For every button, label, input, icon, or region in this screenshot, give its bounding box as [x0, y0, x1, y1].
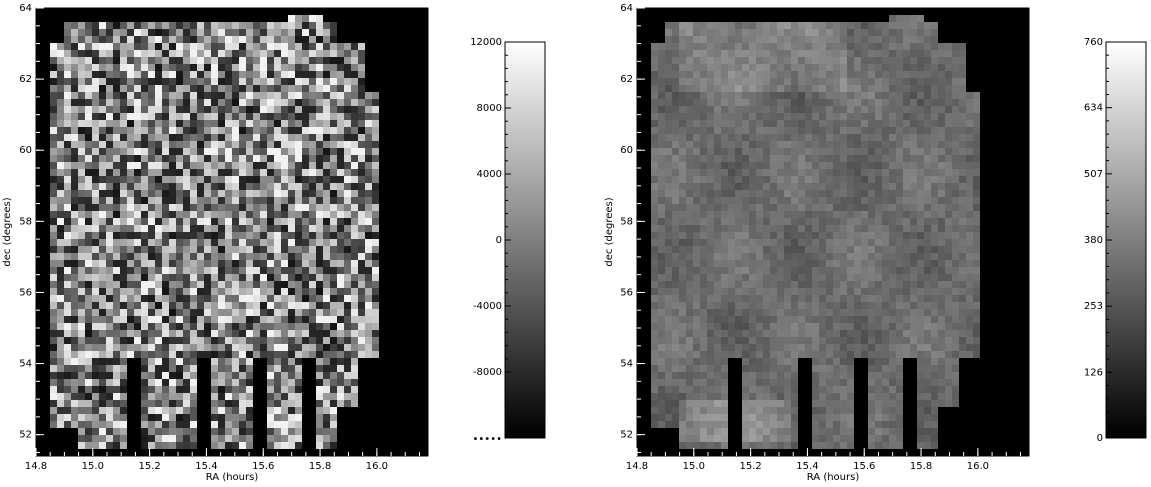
- panel-2-x-axis-label: RA (hours): [807, 472, 860, 483]
- panel-1-plot-frame: [35, 7, 429, 457]
- x-tick-label: 14.8: [25, 461, 47, 472]
- colorbar-tick-label: 760: [1084, 37, 1103, 48]
- panel-1-y-axis: 52 54 56 58 60 62 64: [19, 3, 44, 453]
- x-tick-label: 15.0: [82, 461, 104, 472]
- x-tick-label: 15.8: [309, 461, 331, 472]
- colorbar-tick-label: -8000: [473, 367, 502, 378]
- y-tick-label: 56: [19, 287, 32, 298]
- x-tick-label: 15.6: [853, 461, 875, 472]
- colorbar-tick-label: 253: [1084, 301, 1103, 312]
- x-tick-label: 15.2: [739, 461, 761, 472]
- colorbar-tick-label: 126: [1084, 367, 1103, 378]
- panel-2-x-axis: 14.8 15.0 15.2 15.4 15.6 15.8 16.0: [626, 448, 1021, 472]
- x-tick-label: 15.6: [252, 461, 274, 472]
- x-tick-label: 15.8: [910, 461, 932, 472]
- panel-1: 14.8 15.0 15.2 15.4 15.6 15.8 16.0 52 54 56 58 60 6…: [2, 3, 546, 483]
- panel-2-heatmap: [651, 15, 980, 449]
- x-tick-label: 15.4: [796, 461, 818, 472]
- y-tick-label: 52: [19, 430, 32, 441]
- colorbar-tick-label: 380: [1084, 235, 1103, 246]
- x-tick-label: 15.4: [195, 461, 217, 472]
- y-tick-label: 54: [19, 359, 32, 370]
- y-tick-label: 60: [19, 145, 32, 156]
- colorbar-tick-label: 12000: [470, 37, 502, 48]
- colorbar-tick-label: 0: [1097, 433, 1103, 444]
- x-tick-label: 15.2: [138, 461, 160, 472]
- x-tick-label: 16.0: [366, 461, 388, 472]
- colorbar-tick-label: -4000: [473, 301, 502, 312]
- y-tick-label: 64: [19, 3, 32, 14]
- x-tick-label: 14.8: [626, 461, 648, 472]
- panel-1-colorbar-axis: -8000 -4000 0 4000 8000 12000: [470, 37, 511, 378]
- panel-1-colorbar: [504, 41, 546, 439]
- panel-1-y-axis-label: dec (degrees): [2, 197, 13, 266]
- colorbar-tick-label: 4000: [477, 169, 502, 180]
- y-tick-label: 56: [620, 287, 633, 298]
- y-tick-label: 64: [620, 3, 633, 14]
- panel-1-heatmap: [50, 15, 379, 449]
- x-tick-label: 15.0: [683, 461, 705, 472]
- panel-1-x-axis-label: RA (hours): [206, 472, 259, 483]
- panel-2-colorbar-axis: 0 126 253 380 507 634 760: [1084, 37, 1112, 444]
- y-tick-label: 62: [19, 74, 32, 85]
- y-tick-label: 52: [620, 430, 633, 441]
- colorbar-tick-label: 8000: [477, 103, 502, 114]
- panel-1-x-axis: 14.8 15.0 15.2 15.4 15.6 15.8 16.0: [25, 448, 420, 472]
- y-tick-label: 58: [19, 216, 32, 227]
- panel-1-colorbar-bottom-label: •••••: [473, 434, 503, 445]
- panel-2-colorbar: [1105, 41, 1147, 439]
- colorbar-tick-label: 634: [1084, 103, 1103, 114]
- y-tick-label: 60: [620, 145, 633, 156]
- panel-2: 14.8 15.0 15.2 15.4 15.6 15.8 16.0 52 54 56 58 60 6…: [604, 3, 1147, 483]
- colorbar-tick-label: 507: [1084, 169, 1103, 180]
- colorbar-tick-label: 0: [496, 235, 502, 246]
- y-tick-label: 62: [620, 74, 633, 85]
- y-tick-label: 58: [620, 216, 633, 227]
- y-tick-label: 54: [620, 359, 633, 370]
- panel-2-y-axis: 52 54 56 58 60 62 64: [620, 3, 645, 453]
- panel-2-plot-frame: [636, 7, 1030, 457]
- panel-2-y-axis-label: dec (degrees): [604, 197, 615, 266]
- x-tick-label: 16.0: [967, 461, 989, 472]
